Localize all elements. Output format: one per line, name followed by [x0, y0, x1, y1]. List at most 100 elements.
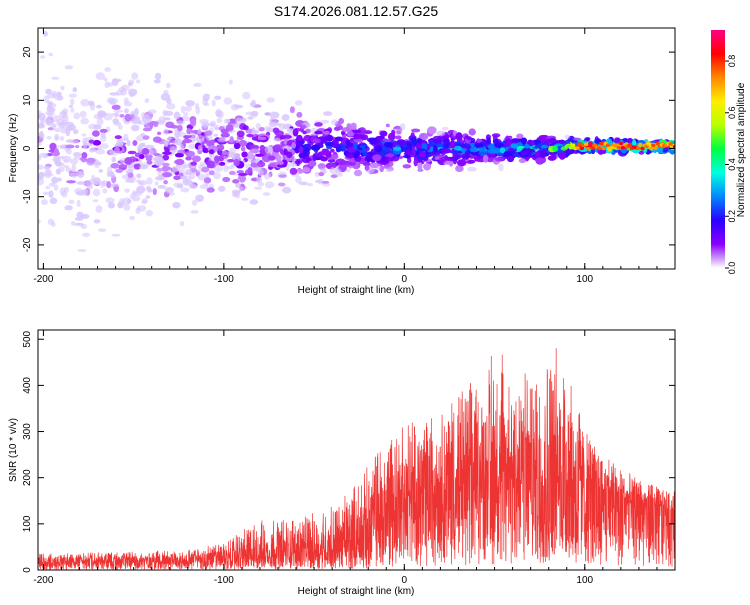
spectrogram-cell: [51, 76, 60, 80]
spectrogram-cell: [274, 130, 285, 137]
spectrogram-cell: [176, 120, 185, 126]
spectrogram-cell: [206, 140, 215, 148]
spectrogram-cell: [345, 139, 350, 145]
spectrogram-cell: [246, 133, 254, 138]
spectrogram-cells: [38, 31, 675, 252]
spectrogram-cell: [232, 179, 240, 184]
spectrogram-cell: [233, 124, 240, 128]
spectrogram-cell: [123, 97, 129, 104]
spectrogram-cell: [68, 93, 78, 98]
spectrogram-cell: [161, 165, 170, 172]
spectrogram-cell: [498, 163, 504, 172]
spectrogram-cell: [418, 133, 429, 140]
spectrogram-cell: [114, 146, 120, 153]
spectrogram-cell: [291, 142, 296, 149]
spectrogram-cell: [39, 130, 44, 139]
spectrogram-cell: [202, 93, 210, 102]
spectrogram-cell: [48, 182, 56, 187]
spectrogram-cell: [277, 123, 282, 127]
spectrogram-cell: [147, 160, 153, 165]
spectrogram-cell: [251, 99, 256, 106]
spectrogram-cell: [428, 139, 433, 142]
spectrogram-cell: [189, 184, 198, 189]
spectrogram-cell: [156, 167, 163, 172]
spectrogram-cell: [191, 155, 201, 163]
spectrogram-cell: [142, 127, 152, 132]
spectrogram-cell: [153, 152, 160, 157]
spectrogram-cell: [223, 164, 229, 173]
spectrogram-cell: [385, 168, 393, 173]
spectrogram-cell: [317, 163, 326, 170]
spectrogram-cell: [73, 129, 79, 135]
spectrogram-cell: [117, 124, 123, 130]
spectrogram-cell: [278, 160, 284, 166]
spectrogram-cell: [547, 155, 557, 161]
spectrogram-cell: [320, 119, 330, 124]
spectrogram-cell: [296, 111, 303, 118]
spectrogram-ridge-cell: [672, 144, 675, 149]
spectrogram-cell: [55, 168, 61, 175]
spectrogram-cell: [127, 172, 134, 178]
spectrogram-cell: [82, 232, 91, 237]
spectrogram-x-label: Height of straight line (km): [298, 285, 415, 296]
spectrogram-cell: [157, 131, 162, 135]
spectrogram-cell: [229, 170, 236, 175]
spectrogram-cell: [323, 111, 333, 116]
spectrogram-cell: [474, 142, 483, 148]
spectrogram-cell: [474, 158, 480, 162]
spectrogram-ridge-cell: [590, 146, 595, 150]
spectrogram-cell: [57, 122, 66, 126]
spectrogram-cell: [137, 144, 143, 153]
spectrogram-ridge-cell: [646, 142, 652, 146]
spectrogram-cell: [132, 140, 138, 146]
spectrogram-cell: [213, 165, 224, 172]
spectrogram-cell: [233, 142, 241, 149]
spectrogram-cell: [38, 164, 44, 170]
spectrogram-cell: [43, 95, 50, 103]
spectrogram-cell: [262, 192, 271, 196]
spectrogram-cell: [436, 130, 446, 137]
spectrogram-cell: [41, 199, 48, 206]
spectrogram-cell: [250, 162, 258, 168]
spectrogram-cell: [81, 133, 87, 137]
spectrogram-cell: [39, 55, 46, 59]
spectrogram-cell: [217, 155, 224, 162]
spectrogram-cell: [185, 100, 195, 107]
spectrogram-cell: [350, 122, 357, 130]
spectrogram-cell: [172, 202, 181, 209]
spectrogram-ridge-cell: [668, 142, 673, 146]
spectrogram-cell: [321, 180, 330, 184]
spectrogram-cell: [215, 109, 222, 118]
spectrogram-cell: [564, 134, 570, 139]
spectrogram-cell: [126, 139, 131, 147]
spectrogram-cell: [369, 162, 380, 168]
spectrogram-cell: [195, 194, 204, 202]
spectrogram-cell: [99, 128, 108, 133]
spectrogram-cell: [65, 144, 75, 149]
x-tick-label: 100: [576, 274, 593, 285]
spectrogram-cell: [129, 215, 135, 221]
spectrogram-cell: [255, 122, 261, 130]
spectrogram-cell: [205, 134, 213, 142]
spectrogram-cell: [145, 195, 151, 199]
spectrogram-cell: [49, 197, 58, 204]
spectrogram-cell: [316, 152, 322, 158]
spectrogram-cell: [273, 144, 283, 149]
spectrogram-cell: [183, 112, 189, 116]
spectrogram-cell: [507, 155, 514, 163]
spectrogram-cell: [348, 161, 357, 166]
spectrogram-ridge-cell: [636, 146, 641, 150]
spectrogram-cell: [116, 139, 124, 146]
spectrogram-cell: [155, 162, 161, 167]
spectrogram-cell: [121, 137, 129, 141]
spectrogram-cell: [251, 127, 256, 135]
spectrogram-cell: [247, 116, 254, 120]
y-tick-label: 20: [22, 46, 33, 58]
spectrogram-cell: [552, 145, 559, 152]
spectrogram-cell: [211, 99, 216, 107]
spectrogram-cell: [433, 138, 441, 143]
spectrogram-cell: [162, 154, 170, 161]
x-tick-label: 100: [576, 575, 593, 586]
spectrogram-ridge-cell: [638, 142, 643, 147]
spectrogram-cell: [322, 183, 331, 187]
